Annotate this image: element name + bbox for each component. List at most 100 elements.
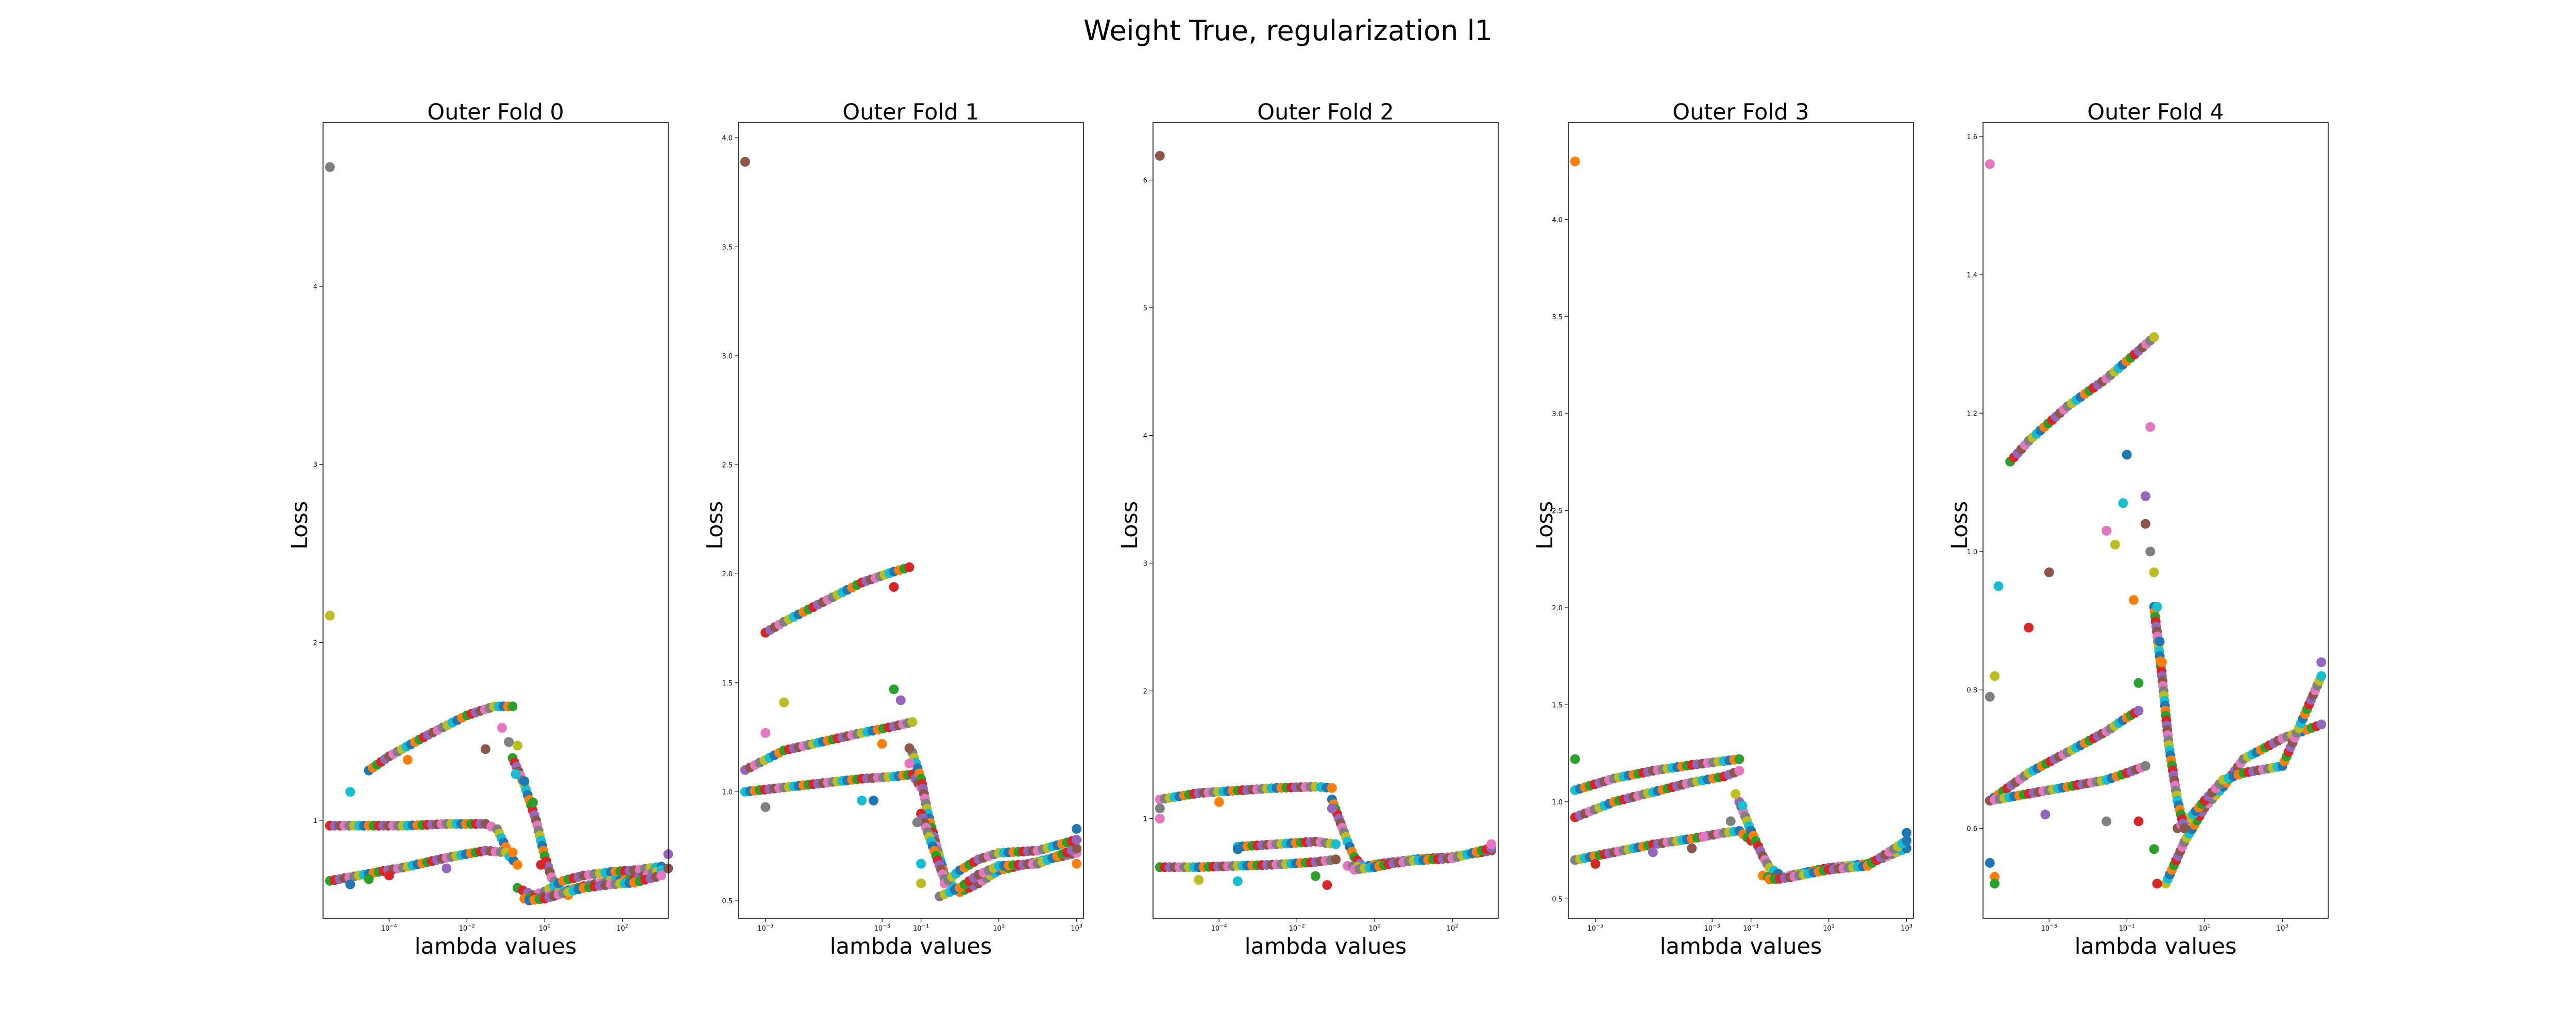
subplot-1-xtick-label: 10−3 <box>874 923 890 933</box>
data-point <box>1072 859 1082 869</box>
subplot-3-ytick-label: 3.0 <box>1552 410 1563 418</box>
subplot-3-ytick-label: 1.5 <box>1552 701 1563 709</box>
subplot-4-xtick-label: 10−1 <box>2119 923 2135 933</box>
data-point <box>1072 824 1082 834</box>
data-point <box>1155 814 1165 824</box>
data-point <box>1990 879 2000 889</box>
subplot-3-plot-area: 0.5 1.0 1.5 2.0 2.5 3.0 3.5 4.0 10−5 10−3 10−1 101 1… <box>1552 156 1912 933</box>
data-point <box>1993 581 2004 591</box>
data-point <box>1985 159 1995 169</box>
subplot-2-frame <box>1153 122 1499 919</box>
data-point <box>1985 692 1995 702</box>
data-point <box>2102 526 2112 536</box>
data-point <box>916 878 926 888</box>
subplot-1-ytick-label: 0.5 <box>722 898 733 905</box>
data-point <box>497 723 507 733</box>
data-point <box>2122 450 2132 460</box>
subplot-2-xtick-label: 102 <box>1447 923 1459 933</box>
data-point <box>1232 876 1243 886</box>
subplot-3-xtick-label: 103 <box>1901 923 1912 933</box>
data-point <box>904 759 914 768</box>
data-point <box>480 744 490 754</box>
data-point <box>1194 875 1204 885</box>
data-point <box>1699 832 1708 842</box>
subplot-2-xtick-label: 100 <box>1369 923 1381 933</box>
data-point <box>2155 637 2165 647</box>
subplot-4-xtick-label: 103 <box>2277 923 2289 933</box>
subplot-1-frame <box>738 122 1084 919</box>
data-point <box>1648 847 1658 857</box>
subplot-3-xtick-label: 101 <box>1823 923 1835 933</box>
subplot-1-ytick-label: 4.0 <box>722 135 733 143</box>
data-point <box>656 870 667 881</box>
subplot-2-xtick-label: 10−2 <box>1289 923 1305 933</box>
data-point <box>513 860 522 870</box>
data-point <box>1570 754 1580 764</box>
subplot-2-xtick-label: 10−4 <box>1211 923 1227 933</box>
data-point <box>1322 880 1332 890</box>
data-point <box>2149 332 2159 342</box>
subplot-2-ytick-label: 3 <box>1143 560 1147 568</box>
subplot-0-xlabel: lambda values <box>415 934 577 959</box>
subplot-0-xtick-label: 10−2 <box>459 923 475 933</box>
data-point <box>2110 540 2120 550</box>
subplot-4-xtick-label: 101 <box>2199 923 2211 933</box>
subplot-0-title: Outer Fold 0 <box>427 99 564 125</box>
subplot-4-ytick-label: 1.0 <box>1967 548 1977 556</box>
data-point <box>1327 803 1337 814</box>
data-point <box>895 695 906 706</box>
data-point <box>325 610 335 621</box>
data-point <box>1155 151 1165 161</box>
data-point <box>2149 844 2159 854</box>
subplot-3-xtick-label: 10−3 <box>1704 923 1720 933</box>
data-point <box>504 737 514 747</box>
data-point <box>442 863 452 873</box>
subplot-1-xtick-label: 10−1 <box>913 923 929 933</box>
subplot-1-plot-area: 0.5 1.0 1.5 2.0 2.5 3.0 3.5 4.0 10−5 10−3 10−1 101 1… <box>722 135 1082 933</box>
data-point <box>519 776 530 786</box>
subplot-1-ytick-label: 3.5 <box>722 244 733 251</box>
subplot-0-frame <box>323 122 669 919</box>
data-point <box>2316 719 2327 730</box>
data-point <box>345 879 355 889</box>
data-point <box>2145 546 2156 557</box>
data-point <box>1486 839 1497 849</box>
data-point <box>779 697 789 708</box>
subplot-0-xtick-label: 100 <box>539 923 551 933</box>
data-point <box>1570 156 1580 166</box>
subplot-3-xtick-label: 10−5 <box>1587 923 1603 933</box>
data-point <box>2145 422 2156 432</box>
subplot-1-ytick-label: 1.5 <box>722 680 733 688</box>
subplot-2-ytick-label: 1 <box>1143 816 1147 823</box>
subplot-3-ytick-label: 4.0 <box>1552 216 1563 224</box>
subplot-2-ylabel: Loss <box>1117 501 1143 550</box>
subplot-2-title: Outer Fold 2 <box>1257 99 1394 125</box>
subplot-0-ytick-label: 4 <box>313 283 317 291</box>
data-point <box>2140 761 2150 771</box>
subplot-3-ytick-label: 2.0 <box>1552 605 1563 612</box>
data-point <box>1072 835 1082 845</box>
data-point <box>345 787 355 797</box>
data-point <box>2316 657 2327 667</box>
data-point <box>1734 754 1744 764</box>
subplot-0-ytick-label: 2 <box>313 639 317 647</box>
subplot-4-xtick-label: 10−3 <box>2041 923 2057 933</box>
data-point <box>740 157 750 167</box>
subplot-1: Outer Fold 1 0.5 1.0 1.5 2.0 2.5 3.0 3.5 4.0 10−… <box>702 99 1084 959</box>
data-point <box>1232 844 1243 854</box>
subplot-4-ytick-label: 1.2 <box>1967 410 1977 418</box>
data-point <box>1725 816 1736 827</box>
data-point <box>2140 491 2150 501</box>
data-point <box>1734 766 1744 776</box>
subplot-0: Outer Fold 0 1 2 3 4 10−4 10−2 100 102 lambda v… <box>287 99 673 959</box>
subplot-4-ytick-label: 1.6 <box>1967 133 1977 141</box>
subplot-4-title: Outer Fold 4 <box>2087 99 2224 125</box>
data-point <box>1902 828 1912 838</box>
subplot-4-ytick-label: 1.4 <box>1967 272 1977 280</box>
data-point <box>877 739 887 749</box>
data-point <box>869 795 878 805</box>
data-point <box>1327 783 1337 793</box>
data-point <box>760 802 771 812</box>
data-point <box>1214 797 1224 807</box>
data-point <box>507 847 518 857</box>
